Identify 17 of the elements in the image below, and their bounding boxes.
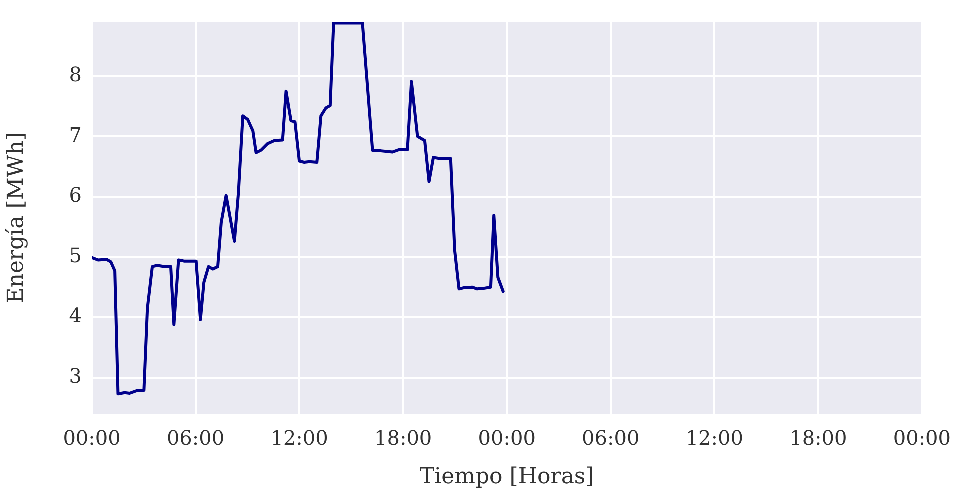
- x-tick-label: 00:00: [478, 426, 536, 450]
- y-tick-label: 5: [69, 243, 82, 268]
- y-tick-label: 3: [69, 364, 82, 388]
- x-tick-label: 06:00: [166, 426, 225, 450]
- y-axis-title: Energía [MWh]: [4, 132, 29, 304]
- x-tick-label: 18:00: [374, 426, 432, 450]
- x-tick-label: 00:00: [893, 426, 951, 450]
- x-tick-label: 12:00: [270, 426, 328, 450]
- x-tick-label: 06:00: [582, 426, 640, 450]
- x-tick-label: 00:00: [63, 426, 121, 450]
- y-tick-label: 4: [69, 304, 82, 328]
- y-tick-label: 6: [69, 183, 82, 208]
- x-tick-label: 12:00: [686, 426, 744, 450]
- x-tick-label: 18:00: [790, 426, 848, 450]
- y-tick-label: 7: [69, 122, 82, 147]
- x-axis-title: Tiempo [Horas]: [420, 464, 594, 490]
- y-tick-label: 8: [69, 62, 82, 86]
